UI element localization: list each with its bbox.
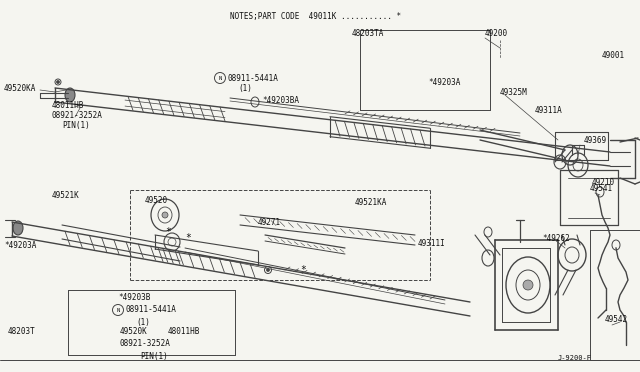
Text: 49210: 49210 bbox=[592, 177, 615, 186]
Text: 49520: 49520 bbox=[145, 196, 168, 205]
Text: 49001: 49001 bbox=[602, 51, 625, 60]
Text: *49203B: *49203B bbox=[118, 292, 150, 301]
Text: 08921-3252A: 08921-3252A bbox=[120, 340, 171, 349]
Text: 08921-3252A: 08921-3252A bbox=[52, 110, 103, 119]
Text: *49203A: *49203A bbox=[4, 241, 36, 250]
Text: N: N bbox=[218, 76, 221, 80]
Text: J-9200-F: J-9200-F bbox=[558, 355, 592, 361]
Text: *49203BA: *49203BA bbox=[262, 96, 299, 105]
Text: PIN(1): PIN(1) bbox=[62, 121, 90, 129]
Text: 08911-5441A: 08911-5441A bbox=[125, 305, 176, 314]
Text: 49521KA: 49521KA bbox=[355, 198, 387, 206]
Text: 48203T: 48203T bbox=[8, 327, 36, 337]
Text: 08911-5441A: 08911-5441A bbox=[227, 74, 278, 83]
Ellipse shape bbox=[56, 80, 60, 83]
Text: 49520K: 49520K bbox=[120, 327, 148, 337]
Text: 49521K: 49521K bbox=[52, 190, 80, 199]
Text: 49520KA: 49520KA bbox=[4, 83, 36, 93]
Text: 49311A: 49311A bbox=[535, 106, 563, 115]
Text: 49271: 49271 bbox=[258, 218, 281, 227]
Text: 49541: 49541 bbox=[590, 183, 613, 192]
Text: 48203TA: 48203TA bbox=[352, 29, 385, 38]
Ellipse shape bbox=[13, 221, 23, 235]
Text: 49542: 49542 bbox=[605, 315, 628, 324]
Text: (1): (1) bbox=[238, 83, 252, 93]
Text: *: * bbox=[185, 233, 191, 243]
Text: 48011HB: 48011HB bbox=[168, 327, 200, 337]
Text: *49203A: *49203A bbox=[428, 77, 460, 87]
Ellipse shape bbox=[266, 269, 269, 272]
Text: *49262: *49262 bbox=[542, 234, 570, 243]
Text: N: N bbox=[116, 308, 120, 312]
Text: 49200: 49200 bbox=[485, 29, 508, 38]
Text: NOTES;PART CODE  49011K ........... *: NOTES;PART CODE 49011K ........... * bbox=[230, 12, 401, 20]
Text: 49369: 49369 bbox=[584, 135, 607, 144]
Text: PIN(1): PIN(1) bbox=[140, 352, 168, 360]
Ellipse shape bbox=[65, 88, 75, 102]
Text: 49325M: 49325M bbox=[500, 87, 528, 96]
Text: 48011HB: 48011HB bbox=[52, 100, 84, 109]
Ellipse shape bbox=[162, 212, 168, 218]
Text: *: * bbox=[165, 227, 171, 237]
Ellipse shape bbox=[523, 280, 533, 290]
Text: *: * bbox=[300, 265, 306, 275]
Text: (1): (1) bbox=[136, 317, 150, 327]
Text: 49311I: 49311I bbox=[418, 238, 445, 247]
